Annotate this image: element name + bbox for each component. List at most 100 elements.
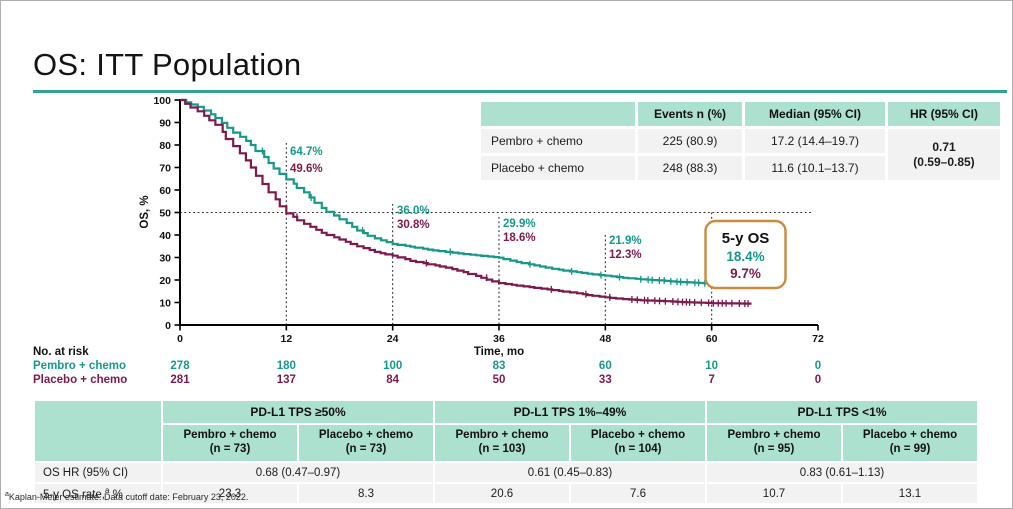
- km-annotation-placebo-48mo: 12.3%: [609, 249, 642, 261]
- rate-pembro-1: 23.3: [163, 484, 297, 503]
- arm-name: Pembro + chemo: [727, 429, 821, 442]
- x-tick-label: 48: [599, 333, 611, 345]
- at-risk-value: 84: [386, 374, 400, 386]
- rate-pembro-2: 20.6: [435, 484, 569, 503]
- km-curve-placebo: [180, 98, 752, 305]
- at-risk-value: 60: [598, 360, 612, 372]
- rate-pembro-3: 10.7: [707, 484, 841, 503]
- x-tick-label: 0: [177, 333, 183, 345]
- summary-row-label-pembro: Pembro + chemo: [481, 129, 635, 153]
- arm-n: (n = 95): [753, 443, 795, 455]
- at-risk-label-placebo: Placebo + chemo: [33, 374, 128, 386]
- subgroup-col-pembro-3: Pembro + chemo (n = 95): [707, 425, 841, 461]
- y-tick-label: 60: [159, 185, 171, 197]
- x-tick-label: 72: [812, 333, 824, 345]
- summary-blank-header: [481, 102, 635, 126]
- at-risk-value: 7: [708, 374, 715, 386]
- rate-label-sup: a: [105, 486, 110, 496]
- table-row: Placebo + chemo 248 (88.3) 11.6 (10.1–13…: [481, 156, 1000, 180]
- y-tick-label: 100: [153, 95, 171, 107]
- at-risk-value: 180: [276, 360, 296, 372]
- arm-n: (n = 103): [478, 443, 526, 455]
- rate-placebo-2: 7.6: [571, 484, 705, 503]
- arm-name: Placebo + chemo: [318, 429, 414, 442]
- table-row: Pembro + chemo 225 (80.9) 17.2 (14.4–19.…: [481, 129, 1000, 180]
- subgroup-header-tps-ge50: PD-L1 TPS ≥50%: [163, 401, 433, 423]
- os-hr-tps-lt1: 0.83 (0.61–1.13): [707, 463, 977, 482]
- y-tick-label: 10: [159, 297, 171, 309]
- summary-pembro-median: 17.2 (14.4–19.7): [745, 129, 885, 153]
- arm-name: Pembro + chemo: [183, 429, 277, 442]
- subgroup-col-placebo-3: Placebo + chemo (n = 99): [843, 425, 977, 461]
- five-year-os-box: [704, 219, 787, 290]
- at-risk-value: 137: [276, 374, 296, 386]
- rate-label-post: %: [109, 488, 123, 501]
- arm-name: Placebo + chemo: [862, 429, 958, 442]
- km-annotation-pembro-36mo: 29.9%: [503, 218, 536, 230]
- footnote-text: Kaplan-Meier estimate. Data cutoff date:…: [8, 492, 249, 502]
- at-risk-value: 0: [814, 360, 822, 372]
- km-annotation-pembro-12mo: 64.7%: [290, 146, 323, 158]
- y-tick-label: 40: [159, 230, 171, 242]
- y-tick-label: 50: [159, 207, 171, 219]
- five-year-os-pembro-value: 18.4%: [726, 249, 764, 264]
- os-hr-tps-ge50: 0.68 (0.47–0.97): [163, 463, 433, 482]
- summary-col-header-hr: HR (95% CI): [888, 102, 1000, 126]
- km-annotation-pembro-24mo: 36.0%: [397, 205, 430, 217]
- y-tick-label: 0: [165, 320, 171, 332]
- arm-name: Pembro + chemo: [455, 429, 549, 442]
- subgroup-col-pembro-2: Pembro + chemo (n = 103): [435, 425, 569, 461]
- x-tick-label: 36: [493, 333, 505, 345]
- km-annotation-pembro-48mo: 21.9%: [609, 235, 642, 247]
- footnote-sup: a: [5, 491, 9, 498]
- subgroup-header-tps-lt1: PD-L1 TPS <1%: [707, 401, 977, 423]
- at-risk-value: 0: [814, 374, 822, 386]
- hr-value-line2: (0.59–0.85): [913, 154, 975, 169]
- km-annotation-placebo-12mo: 49.6%: [290, 163, 323, 175]
- at-risk-value: 281: [170, 374, 190, 386]
- table-row: Pembro + chemo (n = 73) Placebo + chemo …: [35, 425, 977, 461]
- y-tick-label: 70: [159, 162, 171, 174]
- summary-col-header-median: Median (95% CI): [745, 102, 885, 126]
- subgroup-table: PD-L1 TPS ≥50% PD-L1 TPS 1%–49% PD-L1 TP…: [33, 399, 979, 505]
- at-risk-label-pembro: Pembro + chemo: [33, 360, 126, 372]
- table-row: 5-y OS rate,a % 23.3 8.3 20.6 7.6 10.7 1…: [35, 484, 977, 503]
- summary-col-header-events: Events n (%): [638, 102, 742, 126]
- table-row: OS HR (95% CI) 0.68 (0.47–0.97) 0.61 (0.…: [35, 463, 977, 482]
- five-year-os-callout: 5-y OS 18.4% 9.7%: [704, 219, 787, 290]
- title-underline: [33, 90, 1007, 93]
- subgroup-col-placebo-2: Placebo + chemo (n = 104): [571, 425, 705, 461]
- arm-n: (n = 73): [345, 443, 387, 455]
- summary-placebo-median: 11.6 (10.1–13.7): [745, 156, 885, 180]
- y-tick-label: 90: [159, 117, 171, 129]
- page-title: OS: ITT Population: [33, 47, 302, 82]
- at-risk-value: 50: [492, 374, 506, 386]
- five-year-os-placebo-value: 9.7%: [730, 266, 761, 281]
- at-risk-value: 83: [492, 360, 506, 372]
- arm-n: (n = 99): [889, 443, 931, 455]
- rate-label-pre: 5-y OS rate,: [43, 488, 105, 501]
- chart-axes: 0 10 20 30 40 50 60 70 80 90 100 0 12 24 36 48 60 72: [153, 95, 824, 345]
- y-tick-label: 20: [159, 275, 171, 287]
- subgroup-row-label-os-hr: OS HR (95% CI): [35, 463, 161, 482]
- summary-placebo-events: 248 (88.3): [638, 156, 742, 180]
- arm-n: (n = 104): [614, 443, 662, 455]
- y-tick-label: 80: [159, 140, 171, 152]
- km-annotation-placebo-24mo: 30.8%: [397, 219, 430, 231]
- subgroup-blank-header: [35, 401, 161, 461]
- at-risk-value: 33: [598, 374, 612, 386]
- summary-hr-value: 0.71 (0.59–0.85): [888, 129, 1000, 180]
- summary-row-label-placebo: Placebo + chemo: [481, 156, 635, 180]
- at-risk-value: 100: [383, 360, 403, 372]
- os-hr-tps-1-49: 0.61 (0.45–0.83): [435, 463, 705, 482]
- at-risk-value: 10: [705, 360, 719, 372]
- arm-name: Placebo + chemo: [590, 429, 686, 442]
- five-year-os-title: 5-y OS: [722, 230, 770, 247]
- table-row: Events n (%) Median (95% CI) HR (95% CI): [481, 102, 1000, 126]
- summary-pembro-events: 225 (80.9): [638, 129, 742, 153]
- at-risk-value: 278: [170, 360, 190, 372]
- rate-placebo-3: 13.1: [843, 484, 977, 503]
- y-axis-title: OS, %: [139, 195, 151, 228]
